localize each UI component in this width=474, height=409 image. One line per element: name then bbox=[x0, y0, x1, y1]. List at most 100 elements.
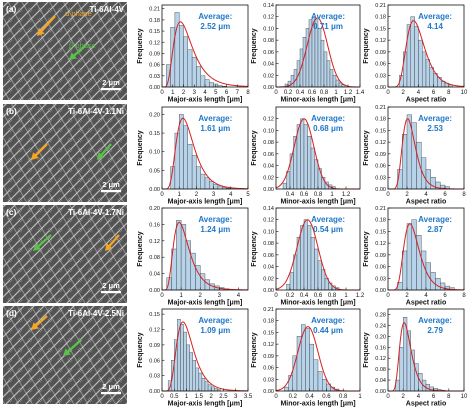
y-tick-label: 0.10 bbox=[263, 26, 274, 32]
micrograph-2: (c) Ti-6Al-4V-1.7Ni 2 μm bbox=[3, 205, 127, 303]
x-tick-label: 8 bbox=[246, 90, 250, 96]
x-tick-label: 2 bbox=[195, 192, 199, 198]
alpha-phase-arrowhead bbox=[31, 322, 39, 330]
histogram-bar bbox=[183, 331, 187, 392]
histogram-bar bbox=[174, 132, 180, 190]
x-tick-label: 0.8 bbox=[328, 293, 337, 299]
plot-frame bbox=[275, 308, 361, 392]
average-label: Average: bbox=[311, 215, 345, 224]
x-tick-label: 1 bbox=[178, 192, 182, 198]
x-tick-label: 0.2 bbox=[284, 90, 293, 96]
y-tick-label: 0.21 bbox=[375, 3, 386, 9]
x-tick-label: 6 bbox=[225, 90, 229, 96]
y-tick-label: 0.00 bbox=[263, 288, 274, 294]
histogram-bar bbox=[207, 384, 212, 392]
y-axis-label: Frequency bbox=[137, 28, 144, 64]
y-tick-label: 0.18 bbox=[375, 15, 386, 21]
alpha-phase-arrow bbox=[38, 15, 56, 34]
y-axis-label: Frequency bbox=[363, 28, 370, 64]
y-tick-label: 0.09 bbox=[149, 51, 160, 57]
y-axis-label: Frequency bbox=[363, 332, 370, 368]
fit-curve bbox=[162, 21, 249, 88]
average-value: 4.14 bbox=[427, 22, 443, 31]
histogram-bar bbox=[293, 136, 298, 190]
y-tick-label: 0.21 bbox=[375, 206, 386, 212]
histogram-bar bbox=[310, 237, 315, 291]
x-tick-label: 0.6 bbox=[308, 90, 317, 96]
histogram-bar bbox=[310, 147, 315, 190]
x-tick-label: 1.2 bbox=[356, 293, 365, 299]
y-tick-label: 0.15 bbox=[375, 229, 386, 235]
histogram-bar bbox=[440, 282, 446, 291]
panel-label: (b) bbox=[6, 106, 17, 116]
beta-phase-arrow bbox=[35, 234, 52, 250]
histogram-bar bbox=[307, 136, 312, 190]
x-tick-label: 0.2 bbox=[286, 293, 295, 299]
x-tick-label: 0.8 bbox=[339, 394, 348, 400]
histogram-bar bbox=[196, 66, 201, 88]
histogram-bar bbox=[317, 260, 322, 291]
x-tick-label: 0.8 bbox=[320, 90, 329, 96]
y-tick-label: 0.00 bbox=[263, 389, 274, 395]
y-tick-label: 0.20 bbox=[375, 334, 386, 340]
histogram-bar bbox=[290, 75, 295, 88]
average-label: Average: bbox=[311, 114, 345, 123]
average-value: 1.61 μm bbox=[200, 124, 230, 133]
fit-curve bbox=[388, 20, 465, 88]
x-tick-label: 6 bbox=[443, 293, 447, 299]
x-tick-label: 10 bbox=[461, 90, 468, 96]
x-tick-label: 0.4 bbox=[305, 394, 314, 400]
x-tick-label: 2 bbox=[405, 192, 409, 198]
histogram-8: 0 2 4 6 8 0.00 0.03 0.06 0.09 0.12 0.15 0.18 0.21 Asp… bbox=[363, 206, 466, 307]
y-tick-label: 0.08 bbox=[375, 367, 386, 373]
x-tick-label: 0.5 bbox=[170, 394, 179, 400]
y-tick-label: 0.15 bbox=[149, 29, 160, 35]
histogram-bar bbox=[178, 114, 184, 190]
histogram-bar bbox=[305, 28, 310, 88]
y-tick-label: 0.15 bbox=[149, 131, 160, 137]
y-tick-label: 0.06 bbox=[263, 366, 274, 372]
histogram-bar bbox=[178, 25, 184, 88]
y-tick-label: 0.18 bbox=[149, 18, 160, 24]
y-tick-label: 0.16 bbox=[149, 222, 160, 228]
histogram-bar bbox=[300, 118, 305, 190]
y-axis-label: Frequency bbox=[363, 130, 370, 166]
histogram-bar bbox=[406, 223, 412, 291]
y-tick-label: 0.03 bbox=[375, 276, 386, 282]
histogram-bar bbox=[176, 220, 182, 291]
fit-curve bbox=[388, 223, 465, 291]
y-tick-label: 0.12 bbox=[263, 117, 274, 123]
y-tick-label: 0.12 bbox=[263, 15, 274, 21]
x-tick-label: 4 bbox=[417, 394, 421, 400]
histogram-bar bbox=[332, 75, 337, 88]
histogram-bar bbox=[196, 166, 201, 190]
histogram-bar bbox=[323, 51, 328, 88]
y-tick-label: 0.15 bbox=[263, 330, 274, 336]
x-tick-label: 4 bbox=[417, 90, 421, 96]
y-tick-label: 0.04 bbox=[263, 62, 274, 68]
histogram-bar bbox=[187, 144, 193, 190]
average-value: 0.54 μm bbox=[313, 225, 343, 234]
y-tick-label: 0.00 bbox=[149, 187, 160, 193]
y-tick-label: 0.24 bbox=[375, 323, 386, 329]
x-tick-label: 0 bbox=[386, 394, 390, 400]
x-tick-label: 2 bbox=[199, 293, 203, 299]
x-tick-label: 5 bbox=[246, 192, 250, 198]
y-tick-label: 0.06 bbox=[149, 63, 160, 69]
y-tick-label: 0.12 bbox=[263, 342, 274, 348]
y-tick-label: 0.18 bbox=[375, 218, 386, 224]
y-tick-label: 0.06 bbox=[263, 253, 274, 259]
x-tick-label: 0 bbox=[386, 192, 390, 198]
average-value: 2.53 bbox=[427, 124, 443, 133]
histogram-bar bbox=[213, 184, 219, 190]
x-axis-label: Aspect ratio bbox=[406, 401, 446, 408]
y-tick-label: 0.00 bbox=[375, 187, 386, 193]
y-tick-label: 0.14 bbox=[263, 206, 274, 212]
histogram-bar bbox=[289, 272, 294, 291]
y-tick-label: 0.00 bbox=[375, 85, 386, 91]
x-axis-label: Major-axis length [μm] bbox=[168, 300, 243, 307]
x-tick-label: 0 bbox=[274, 394, 278, 400]
histogram-bar bbox=[314, 159, 319, 190]
histogram-10: 0 0.2 0.4 0.6 0.8 1 0.00 0.03 0.06 0.09 0.12 0.15 0.… bbox=[251, 307, 362, 408]
histogram-bar bbox=[296, 336, 302, 392]
